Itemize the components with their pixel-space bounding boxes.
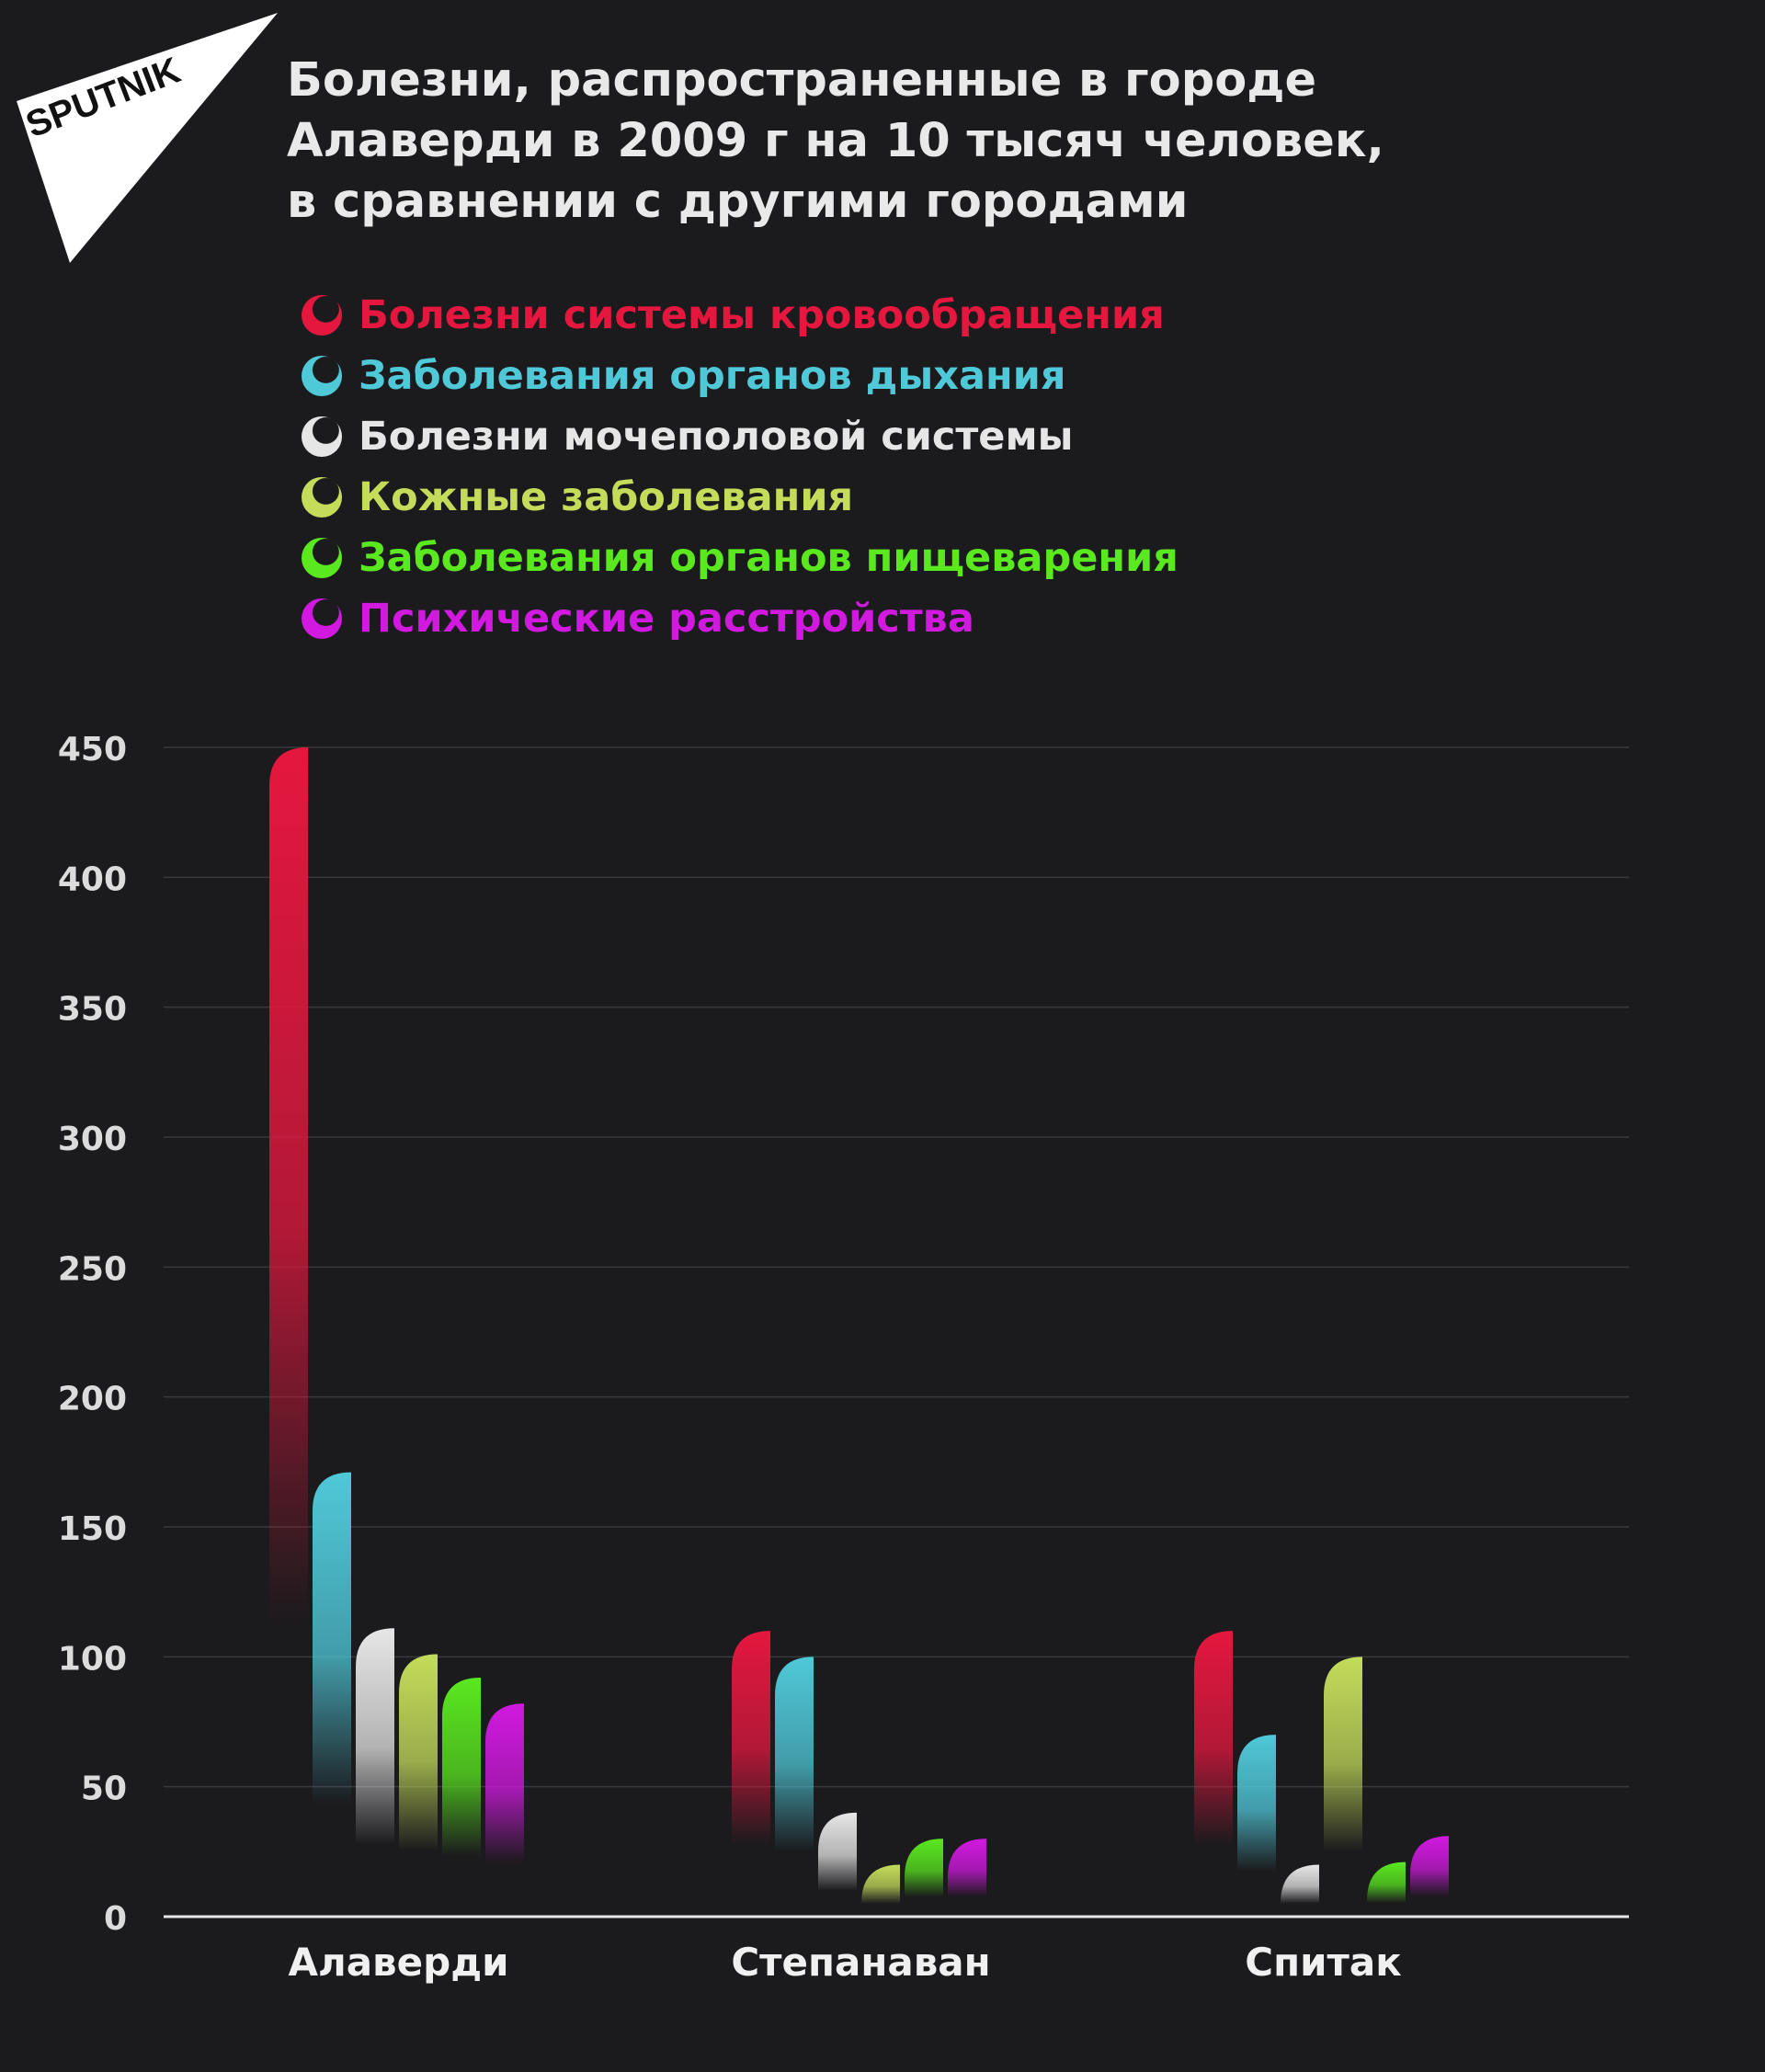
- bar: [399, 1654, 438, 1851]
- x-tick-label: Степанаван: [731, 1940, 990, 1985]
- bar: [1410, 1836, 1449, 1897]
- y-tick-label: 250: [58, 1250, 127, 1288]
- circulatory-marker-icon: [302, 295, 342, 336]
- bar: [269, 747, 308, 1624]
- y-tick-label: 100: [58, 1640, 127, 1678]
- bar: [1367, 1861, 1406, 1904]
- legend-label: Заболевания органов пищеварения: [359, 535, 1179, 581]
- mental-marker-icon: [302, 598, 342, 639]
- legend-item-mental: Психические расстройства: [302, 588, 1179, 649]
- legend-label: Психические расстройства: [359, 596, 974, 642]
- sputnik-logo: SPUTNIK: [17, 13, 278, 263]
- bar: [1237, 1735, 1276, 1872]
- bar: [775, 1656, 814, 1852]
- title-line-1: Болезни, распространенные в городе: [287, 53, 1317, 108]
- genitourinary-marker-icon: [302, 416, 342, 457]
- y-tick-label: 200: [58, 1381, 127, 1418]
- y-tick-label: 450: [58, 731, 127, 768]
- y-tick-label: 300: [58, 1121, 127, 1158]
- digestive-marker-icon: [302, 538, 342, 578]
- title-line-3: в сравнении с другими городами: [287, 175, 1189, 229]
- y-tick-label: 400: [58, 860, 127, 898]
- legend: Болезни системы кровообращения Заболеван…: [302, 285, 1179, 649]
- bar: [356, 1628, 394, 1845]
- y-tick-label: 350: [58, 991, 127, 1029]
- y-tick-label: 0: [104, 1900, 127, 1938]
- legend-item-circulatory: Болезни системы кровообращения: [302, 285, 1179, 346]
- skin-marker-icon: [302, 477, 342, 518]
- legend-item-skin: Кожные заболевания: [302, 467, 1179, 528]
- x-tick-label: Алаверди: [288, 1940, 508, 1985]
- bar: [442, 1677, 481, 1857]
- legend-label: Кожные заболевания: [359, 474, 854, 520]
- legend-item-respiratory: Заболевания органов дыхания: [302, 346, 1179, 406]
- legend-item-genitourinary: Болезни мочеполовой системы: [302, 406, 1179, 467]
- bar: [948, 1839, 986, 1897]
- bar: [732, 1631, 770, 1846]
- bar: [1281, 1864, 1319, 1904]
- x-tick-label: Спитак: [1245, 1940, 1401, 1985]
- legend-label: Заболевания органов дыхания: [359, 353, 1066, 399]
- bar: [905, 1839, 943, 1897]
- bar: [1324, 1656, 1362, 1852]
- legend-label: Болезни системы кровообращения: [359, 292, 1165, 338]
- respiratory-marker-icon: [302, 356, 342, 396]
- bar-chart: 0 50 100 150 200 250 300 350 400 450 Алаверди Степа…: [58, 731, 1629, 1985]
- bar: [1194, 1631, 1233, 1846]
- bar: [485, 1703, 524, 1864]
- chart-title: Болезни, распространенные в городе Алаве…: [287, 51, 1482, 233]
- y-tick-label: 50: [81, 1770, 127, 1808]
- y-tick-label: 150: [58, 1510, 127, 1548]
- legend-item-digestive: Заболевания органов пищеварения: [302, 528, 1179, 588]
- legend-label: Болезни мочеполовой системы: [359, 414, 1074, 460]
- bar: [861, 1864, 900, 1904]
- bar: [313, 1472, 351, 1806]
- bar: [818, 1812, 857, 1891]
- title-line-2: Алаверди в 2009 г на 10 тысяч человек,: [287, 114, 1384, 168]
